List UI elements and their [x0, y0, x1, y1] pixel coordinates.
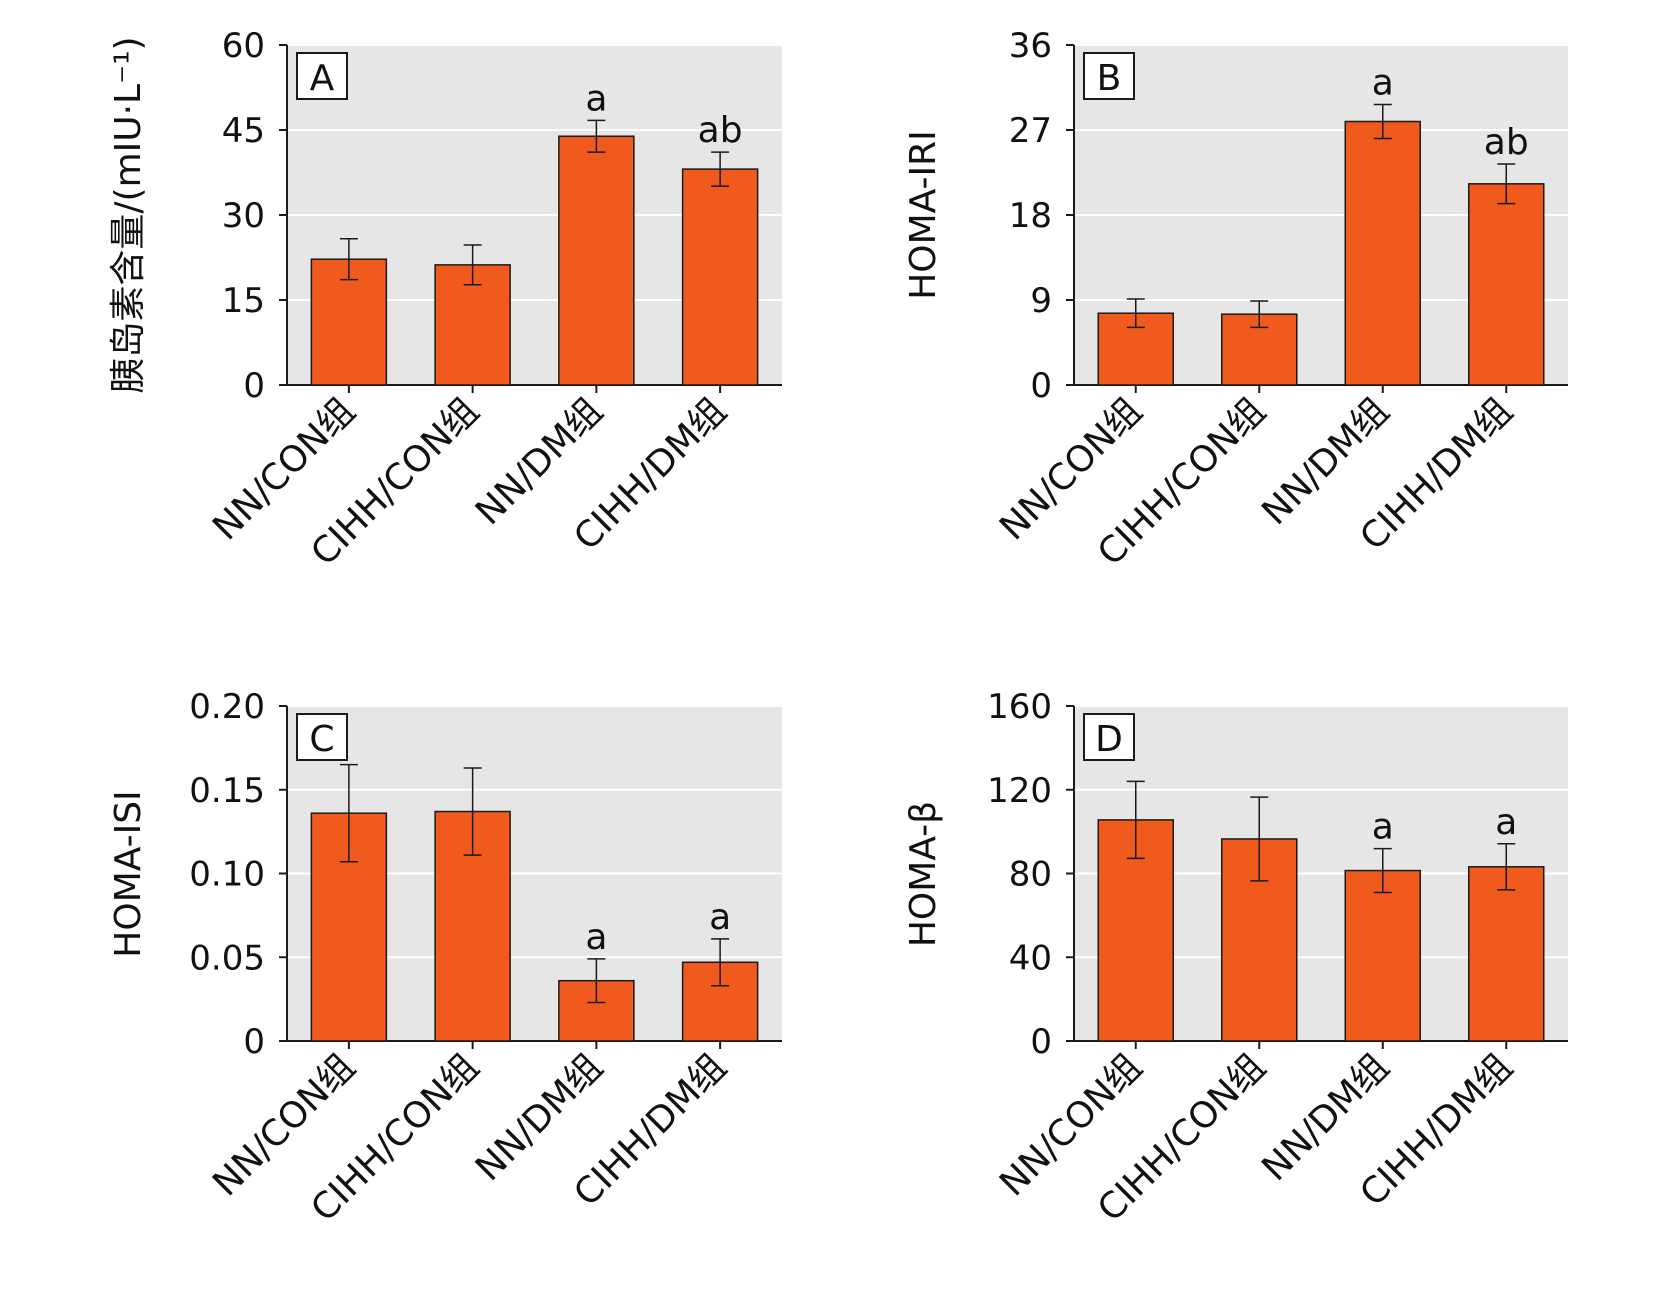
chart-panel-b: 09182736HOMA-IRIBNN/CON组CIHH/CON组aNN/DM组…	[903, 26, 1568, 574]
panel-label: B	[1097, 58, 1122, 99]
y-tick-label: 15	[222, 281, 265, 321]
y-tick-label: 45	[222, 111, 265, 151]
y-axis-title: HOMA-ISI	[108, 790, 149, 957]
panel-label-box	[1083, 52, 1135, 100]
significance-label: a	[1495, 802, 1517, 843]
significance-label: ab	[698, 110, 743, 151]
y-axis-title: HOMA-β	[903, 801, 944, 947]
y-tick-label: 120	[987, 771, 1052, 811]
y-axis-title: HOMA-IRI	[903, 130, 944, 300]
panel-label: A	[310, 58, 335, 99]
bar-3	[558, 135, 635, 386]
y-tick-label: 27	[1009, 111, 1052, 151]
y-tick-label: 18	[1009, 196, 1052, 236]
bar-3	[1344, 869, 1421, 1042]
chart-panel-c: 00.050.100.150.20HOMA-ISICNN/CON组CIHH/CO…	[108, 687, 782, 1230]
bar-3	[1344, 120, 1421, 386]
y-tick-label: 0	[243, 1022, 265, 1062]
chart-panel-d: 04080120160HOMA-βDNN/CON组CIHH/CON组aNN/DM…	[903, 687, 1568, 1230]
y-axis-title: 胰岛素含量/(mIU·L⁻¹)	[108, 36, 149, 393]
significance-label: a	[585, 78, 607, 119]
y-tick-label: 80	[1009, 855, 1052, 895]
y-tick-label: 0.05	[189, 938, 265, 978]
bar-4	[1468, 866, 1545, 1042]
y-tick-label: 60	[222, 26, 265, 66]
y-tick-label: 30	[222, 196, 265, 236]
bar-4	[681, 168, 759, 386]
significance-label: ab	[1484, 122, 1529, 163]
y-tick-label: 0	[1030, 1022, 1052, 1062]
panel-label-box	[296, 52, 348, 100]
y-tick-label: 9	[1030, 281, 1052, 321]
significance-label: a	[1372, 63, 1394, 104]
y-tick-label: 0	[1030, 366, 1052, 406]
y-tick-label: 0.10	[189, 855, 265, 895]
panel-label-box	[296, 713, 348, 761]
bar-4	[1468, 183, 1545, 386]
y-tick-label: 0	[243, 366, 265, 406]
y-tick-label: 0.15	[189, 771, 265, 811]
significance-label: a	[709, 897, 731, 938]
panel-label: C	[309, 719, 334, 760]
significance-label: a	[1372, 807, 1394, 848]
panel-label: D	[1095, 719, 1123, 760]
y-tick-label: 40	[1009, 938, 1052, 978]
y-tick-label: 160	[987, 687, 1052, 727]
significance-label: a	[585, 917, 607, 958]
y-tick-label: 36	[1009, 26, 1052, 66]
panel-label-box	[1083, 713, 1135, 761]
y-tick-label: 0.20	[189, 687, 265, 727]
